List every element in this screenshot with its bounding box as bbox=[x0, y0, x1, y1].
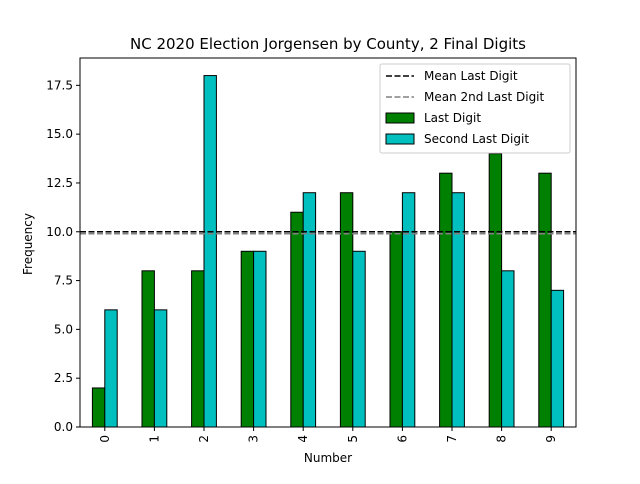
y-tick-label: 5.0 bbox=[54, 322, 73, 336]
bar-last-digit-9 bbox=[538, 172, 552, 428]
bar-second-last-digit-6 bbox=[401, 192, 416, 428]
legend-swatch-bar bbox=[385, 133, 415, 145]
bar-last-digit-0 bbox=[91, 387, 106, 428]
bar-last-digit-5 bbox=[339, 192, 354, 428]
x-tick-label: 2 bbox=[197, 435, 211, 443]
y-tick-label: 17.5 bbox=[46, 78, 73, 92]
y-axis-label: Frequency bbox=[21, 213, 35, 275]
x-tick-label: 9 bbox=[544, 435, 558, 443]
legend-box bbox=[379, 63, 571, 154]
legend-entry-label: Last Digit bbox=[424, 111, 481, 125]
y-tick-label: 2.5 bbox=[54, 371, 73, 385]
bar-last-digit-3 bbox=[240, 250, 255, 428]
x-tick-label: 1 bbox=[147, 435, 161, 443]
bar-last-digit-1 bbox=[141, 270, 155, 428]
legend-entry-label: Second Last Digit bbox=[424, 132, 529, 146]
x-tick-label: 0 bbox=[98, 435, 112, 443]
bar-second-last-digit-5 bbox=[352, 250, 366, 428]
x-tick-label: 6 bbox=[395, 435, 409, 443]
bar-second-last-digit-7 bbox=[451, 192, 465, 428]
bar-second-last-digit-2 bbox=[203, 75, 217, 428]
bar-last-digit-6 bbox=[389, 231, 403, 428]
x-tick-label: 5 bbox=[346, 435, 360, 443]
x-tick-label: 3 bbox=[247, 435, 261, 443]
legend: Mean Last Digit Mean 2nd Last Digit Last D… bbox=[379, 63, 571, 154]
plot-area: 0.0 2.5 5.0 7.5 10.0 12.5 15.0 17.5 0 1 2 3 4 5 6 7 8 9 Me… bbox=[46, 57, 577, 443]
bar-second-last-digit-3 bbox=[253, 250, 267, 428]
axes-frame bbox=[79, 57, 577, 428]
bar-second-last-digit-4 bbox=[302, 192, 317, 428]
y-tick-label: 10.0 bbox=[46, 225, 73, 239]
x-tick-label: 7 bbox=[445, 435, 459, 443]
bar-second-last-digit-0 bbox=[104, 309, 118, 428]
x-tick-label: 4 bbox=[296, 435, 310, 443]
legend-entry-label: Mean Last Digit bbox=[424, 69, 518, 83]
y-tick-label: 15.0 bbox=[46, 127, 73, 141]
bar-last-digit-4 bbox=[290, 211, 304, 428]
x-axis-label: Number bbox=[304, 451, 352, 465]
bar-second-last-digit-8 bbox=[501, 270, 515, 428]
bar-second-last-digit-1 bbox=[153, 309, 168, 428]
y-tick-label: 12.5 bbox=[46, 176, 73, 190]
bar-last-digit-7 bbox=[439, 172, 453, 428]
bar-last-digit-8 bbox=[488, 153, 503, 428]
bar-second-last-digit-9 bbox=[550, 289, 565, 428]
y-tick-label: 7.5 bbox=[54, 274, 73, 288]
y-tick-label: 0.0 bbox=[54, 420, 73, 434]
legend-entry-label: Mean 2nd Last Digit bbox=[424, 90, 545, 104]
x-tick-label: 8 bbox=[495, 435, 509, 443]
bar-last-digit-2 bbox=[191, 270, 205, 428]
chart-title: NC 2020 Election Jorgensen by County, 2 … bbox=[130, 35, 526, 53]
legend-swatch-bar bbox=[385, 112, 415, 124]
